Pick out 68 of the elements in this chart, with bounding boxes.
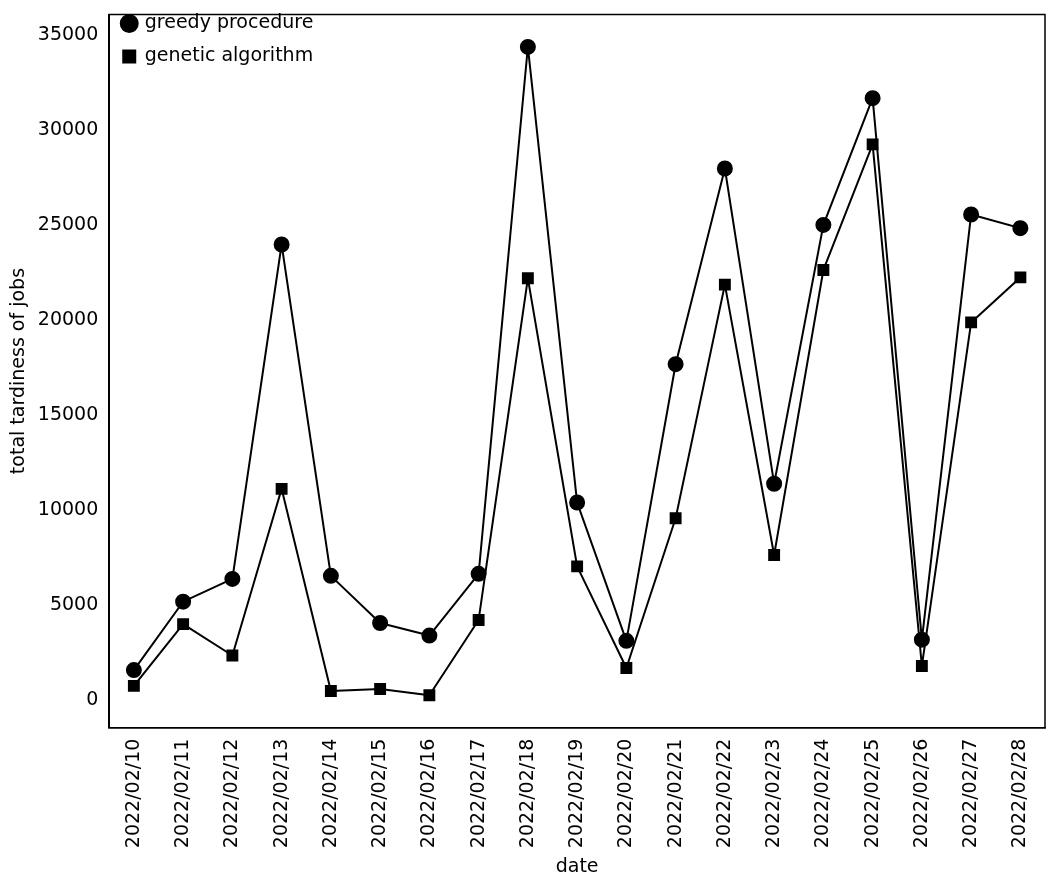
point — [768, 549, 781, 561]
point — [815, 216, 832, 233]
point — [275, 482, 288, 495]
point — [667, 356, 684, 373]
point — [273, 236, 290, 253]
point — [1014, 271, 1027, 284]
x-tick-label: 2022/02/11 — [170, 738, 193, 849]
point — [571, 560, 584, 573]
legend-label: genetic algorithm — [144, 43, 314, 66]
point — [470, 565, 487, 582]
legend-label: greedy procedure — [144, 10, 314, 33]
y-tick-label: 25000 — [37, 212, 99, 235]
point — [965, 316, 978, 329]
x-tick-label: 2022/02/24 — [810, 738, 833, 849]
y-tick-label: 20000 — [37, 307, 99, 330]
point — [519, 38, 536, 55]
point — [372, 615, 389, 631]
y-axis-title: total tardiness of jobs — [6, 267, 29, 475]
x-tick-label: 2022/02/21 — [662, 738, 685, 849]
point — [864, 90, 881, 107]
x-tick-label: 2022/02/25 — [859, 738, 882, 849]
point — [669, 512, 682, 525]
point — [472, 614, 485, 626]
point — [125, 662, 142, 679]
point — [766, 475, 783, 492]
point — [177, 618, 190, 631]
y-tick-label: 0 — [86, 687, 99, 710]
point — [618, 632, 635, 649]
y-tick-label: 30000 — [37, 117, 99, 140]
point — [421, 627, 438, 644]
x-tick-label: 2022/02/15 — [367, 738, 390, 849]
point — [423, 689, 436, 702]
point — [127, 679, 140, 692]
x-tick-label: 2022/02/28 — [1007, 738, 1030, 849]
point — [226, 649, 239, 662]
x-tick-label: 2022/02/12 — [219, 738, 242, 849]
point — [1012, 220, 1029, 237]
point — [374, 682, 387, 695]
point — [569, 494, 586, 511]
x-tick-label: 2022/02/20 — [613, 738, 636, 849]
point — [324, 685, 337, 697]
x-tick-label: 2022/02/14 — [317, 738, 340, 849]
x-tick-label: 2022/02/18 — [514, 738, 537, 849]
x-tick-label: 2022/02/26 — [908, 738, 931, 849]
point — [963, 206, 980, 223]
x-axis-title: date — [555, 853, 599, 876]
x-tick-label: 2022/02/16 — [416, 738, 439, 849]
point — [521, 272, 534, 285]
x-tick-label: 2022/02/27 — [958, 738, 981, 849]
point — [718, 278, 731, 291]
x-tick-label: 2022/02/17 — [465, 738, 488, 849]
y-tick-label: 15000 — [37, 402, 99, 425]
point — [620, 662, 633, 674]
point — [817, 264, 830, 276]
point — [915, 659, 928, 672]
x-tick-label: 2022/02/19 — [564, 738, 587, 849]
point — [716, 160, 733, 177]
point — [175, 593, 192, 610]
x-tick-label: 2022/02/22 — [711, 738, 734, 849]
point — [913, 631, 930, 648]
y-tick-label: 10000 — [37, 497, 99, 520]
y-tick-label: 35000 — [37, 22, 99, 45]
x-tick-label: 2022/02/10 — [120, 738, 143, 849]
y-tick-label: 5000 — [49, 592, 99, 615]
x-tick-label: 2022/02/13 — [268, 738, 291, 849]
point — [224, 570, 241, 587]
x-tick-label: 2022/02/23 — [761, 738, 784, 849]
point — [322, 567, 339, 584]
